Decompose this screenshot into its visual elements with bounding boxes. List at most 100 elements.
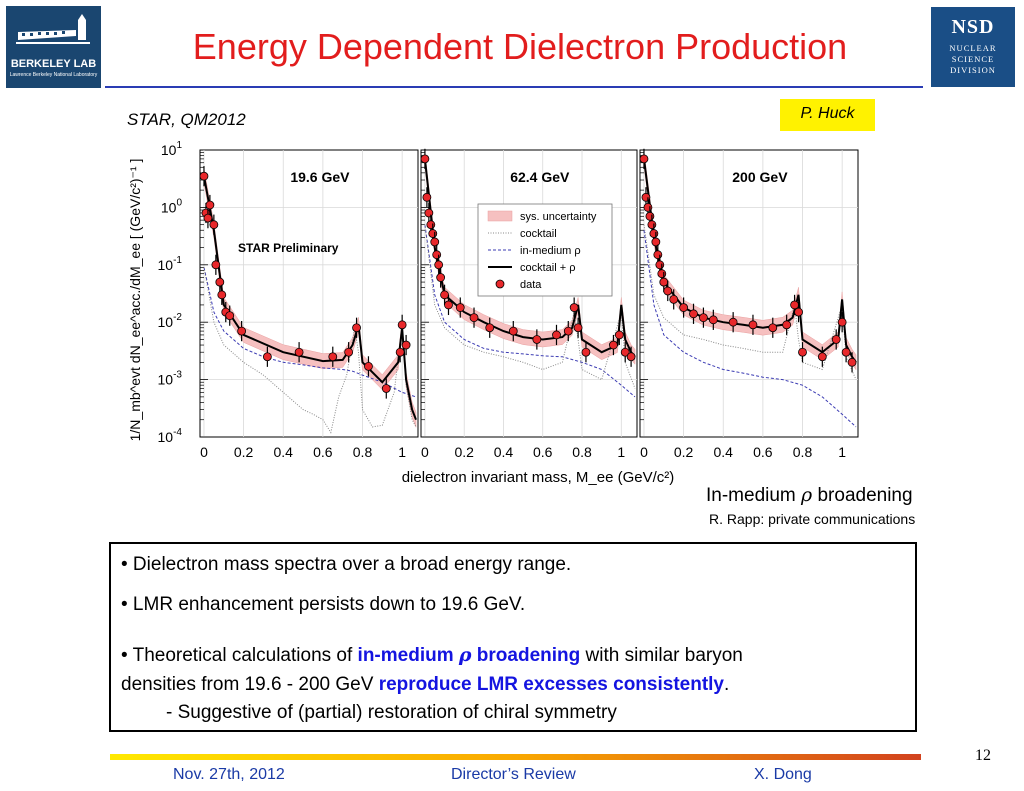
data-point xyxy=(217,290,227,300)
panel-energy-label: 200 GeV xyxy=(732,169,788,185)
x-axis-title: dielectron invariant mass, M_ee (GeV/c²) xyxy=(402,469,675,486)
x-tick-label: 0 xyxy=(200,444,208,460)
data-point xyxy=(847,357,857,367)
data-point xyxy=(455,303,465,312)
panel-frame xyxy=(199,149,419,438)
data-point xyxy=(440,290,449,300)
data-point xyxy=(422,192,432,202)
data-point xyxy=(344,347,354,357)
data-point xyxy=(659,277,669,287)
data-point xyxy=(203,213,213,223)
nsd-line-1: NUCLEAR xyxy=(949,43,997,53)
summary-bullet-3: • Theoretical calculations of in-medium … xyxy=(121,643,743,668)
in-medium-note-post: broadening xyxy=(812,485,913,506)
nsd-logo-icon: NSD xyxy=(951,16,995,38)
data-point xyxy=(209,220,219,230)
nsd-line-3: DIVISION xyxy=(950,65,996,75)
data-point xyxy=(641,192,651,202)
y-tick-label: 10-1 xyxy=(158,255,183,273)
x-tick-label: 0.2 xyxy=(454,444,474,460)
panel-energy-label: 19.6 GeV xyxy=(290,169,350,185)
data-point xyxy=(651,237,661,247)
data-point xyxy=(205,200,215,210)
x-tick-label: 0.6 xyxy=(533,444,553,460)
data-point xyxy=(364,361,373,371)
x-tick-label: 0.8 xyxy=(353,444,373,460)
x-tick-label: 1 xyxy=(838,444,846,460)
data-point xyxy=(420,154,430,164)
data-point xyxy=(397,320,407,330)
legend-entry-label: in-medium ρ xyxy=(520,245,581,257)
data-point xyxy=(436,273,446,282)
data-point xyxy=(645,211,655,221)
berkeley-lab-name: BERKELEY LAB xyxy=(10,58,97,70)
data-point xyxy=(790,300,799,310)
summary-bullet-2: • LMR enhancement persists down to 19.6 … xyxy=(121,594,526,615)
x-tick-label: 0.4 xyxy=(714,444,734,460)
data-point xyxy=(294,347,304,357)
x-tick-label: 1 xyxy=(617,444,625,460)
rapp-credit: R. Rapp: private communications xyxy=(709,511,916,527)
data-point xyxy=(573,323,583,333)
bullet3-text-d: with similar baryon xyxy=(580,645,743,666)
data-point xyxy=(469,313,479,323)
data-point xyxy=(401,340,411,350)
dielectron-chart: 1/N_mb^evt dN_ee^acc./dM_ee [ (GeV/c²)⁻¹… xyxy=(127,140,859,486)
data-point xyxy=(643,203,653,212)
chart-legend: sys. uncertainty cocktail in-medium ρ cockt… xyxy=(477,203,613,297)
data-point xyxy=(508,326,518,336)
data-point xyxy=(485,323,495,333)
x-tick-label: 0.6 xyxy=(753,444,773,460)
footer-event: Director’s Review xyxy=(451,766,576,783)
data-point xyxy=(841,347,851,357)
x-tick-label: 0.2 xyxy=(674,444,694,460)
cocktail-line xyxy=(203,267,417,434)
x-tick-label: 0 xyxy=(640,444,648,460)
in-medium-note: In-medium ρ broadening xyxy=(706,484,913,507)
data-point xyxy=(328,352,338,362)
bullet3-text-e: densities from 19.6 - 200 GeV xyxy=(121,674,379,695)
x-tick-label: 0 xyxy=(421,444,429,460)
legend-entry-label: cocktail + ρ xyxy=(520,262,575,274)
data-point xyxy=(649,229,659,238)
page-number: 12 xyxy=(975,747,991,764)
bullet3-highlight-a: in-medium ρ broadening xyxy=(358,644,581,666)
in-medium-rho-line xyxy=(643,230,857,428)
berkeley-lab-logo-icon xyxy=(16,14,90,44)
data-point xyxy=(237,326,247,336)
data-point xyxy=(532,335,542,344)
chart-panel: 62.4 GeV 0 0.2 0.4 0.6 0.8 1 xyxy=(420,148,638,460)
x-tick-label: 1 xyxy=(398,444,406,460)
data-point xyxy=(215,277,225,287)
legend-entry-label: data xyxy=(520,279,542,291)
legend-swatch-sys xyxy=(487,210,513,222)
y-tick-label: 10-4 xyxy=(158,427,183,445)
data-point xyxy=(655,260,665,270)
summary-sub-bullet: - Suggestive of (partial) restoration of… xyxy=(166,702,617,723)
footer-date: Nov. 27th, 2012 xyxy=(173,766,285,783)
y-tick-label: 100 xyxy=(161,197,183,215)
panel-energy-label: 62.4 GeV xyxy=(510,169,570,185)
data-point xyxy=(432,250,442,260)
summary-bullet-1: • Dielectron mass spectra over a broad e… xyxy=(121,554,572,575)
panel-grid xyxy=(200,150,418,438)
chart-panel: 19.6 GeV 0 0.2 0.4 0.6 0.8 1 xyxy=(199,149,419,460)
author-badge: P. Huck xyxy=(780,99,875,131)
rho-symbol: ρ xyxy=(801,484,813,506)
data-point xyxy=(614,330,624,340)
data-point xyxy=(225,311,235,321)
data-point xyxy=(647,220,657,230)
legend-swatch-data xyxy=(495,279,505,289)
y-tick-label: 10-2 xyxy=(158,312,183,330)
in-medium-rho-line xyxy=(203,267,417,398)
data-point xyxy=(708,315,718,325)
data-point xyxy=(794,307,803,317)
data-point xyxy=(395,347,405,357)
title-divider xyxy=(105,86,923,88)
data-point xyxy=(768,323,778,333)
in-medium-rho-line xyxy=(424,224,636,398)
x-tick-label: 0.8 xyxy=(572,444,592,460)
footer-bar xyxy=(110,754,921,760)
data-point xyxy=(262,352,272,362)
